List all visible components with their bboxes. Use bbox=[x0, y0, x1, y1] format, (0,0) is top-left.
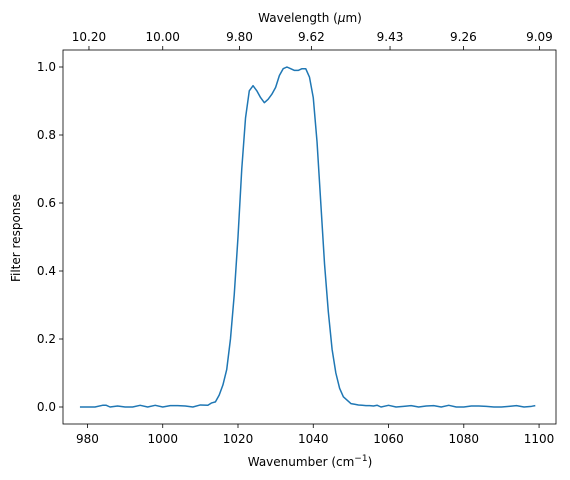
x-tick-label: 1060 bbox=[373, 432, 404, 446]
y-tick-label: 0.4 bbox=[37, 264, 56, 278]
x-tick-label: 1000 bbox=[147, 432, 178, 446]
x-tick-label: 1100 bbox=[524, 432, 555, 446]
y-tick-label: 0.6 bbox=[37, 196, 56, 210]
top-axis-label: Wavelength (μm) bbox=[258, 11, 362, 25]
x-tick-label: 1080 bbox=[449, 432, 480, 446]
x-tick-label: 1020 bbox=[223, 432, 254, 446]
y-axis: 0.0 0.2 0.4 0.6 0.8 1.0 bbox=[37, 60, 63, 414]
plot-area bbox=[62, 49, 557, 425]
y-axis-label: Filter response bbox=[9, 194, 23, 282]
y-tick-label: 0.2 bbox=[37, 332, 56, 346]
plot-frame bbox=[62, 49, 557, 425]
top-tick-label: 9.62 bbox=[298, 30, 325, 44]
top-x-axis: 10.20 10.00 9.80 9.62 9.43 9.26 9.09 bbox=[72, 30, 553, 50]
y-tick-label: 0.0 bbox=[37, 400, 56, 414]
x-tick-label: 980 bbox=[76, 432, 99, 446]
top-tick-label: 9.09 bbox=[526, 30, 553, 44]
top-tick-label: 10.20 bbox=[72, 30, 106, 44]
x-axis: 980 1000 1020 1040 1060 1080 1100 bbox=[76, 424, 554, 446]
top-tick-label: 9.43 bbox=[377, 30, 404, 44]
top-tick-label: 9.80 bbox=[226, 30, 253, 44]
response-line bbox=[79, 66, 536, 408]
x-tick-label: 1040 bbox=[298, 432, 329, 446]
y-tick-label: 1.0 bbox=[37, 60, 56, 74]
x-axis-label: Wavenumber (cm−1) bbox=[248, 454, 373, 469]
top-tick-label: 9.26 bbox=[450, 30, 477, 44]
y-tick-label: 0.8 bbox=[37, 128, 56, 142]
top-tick-label: 10.00 bbox=[146, 30, 180, 44]
